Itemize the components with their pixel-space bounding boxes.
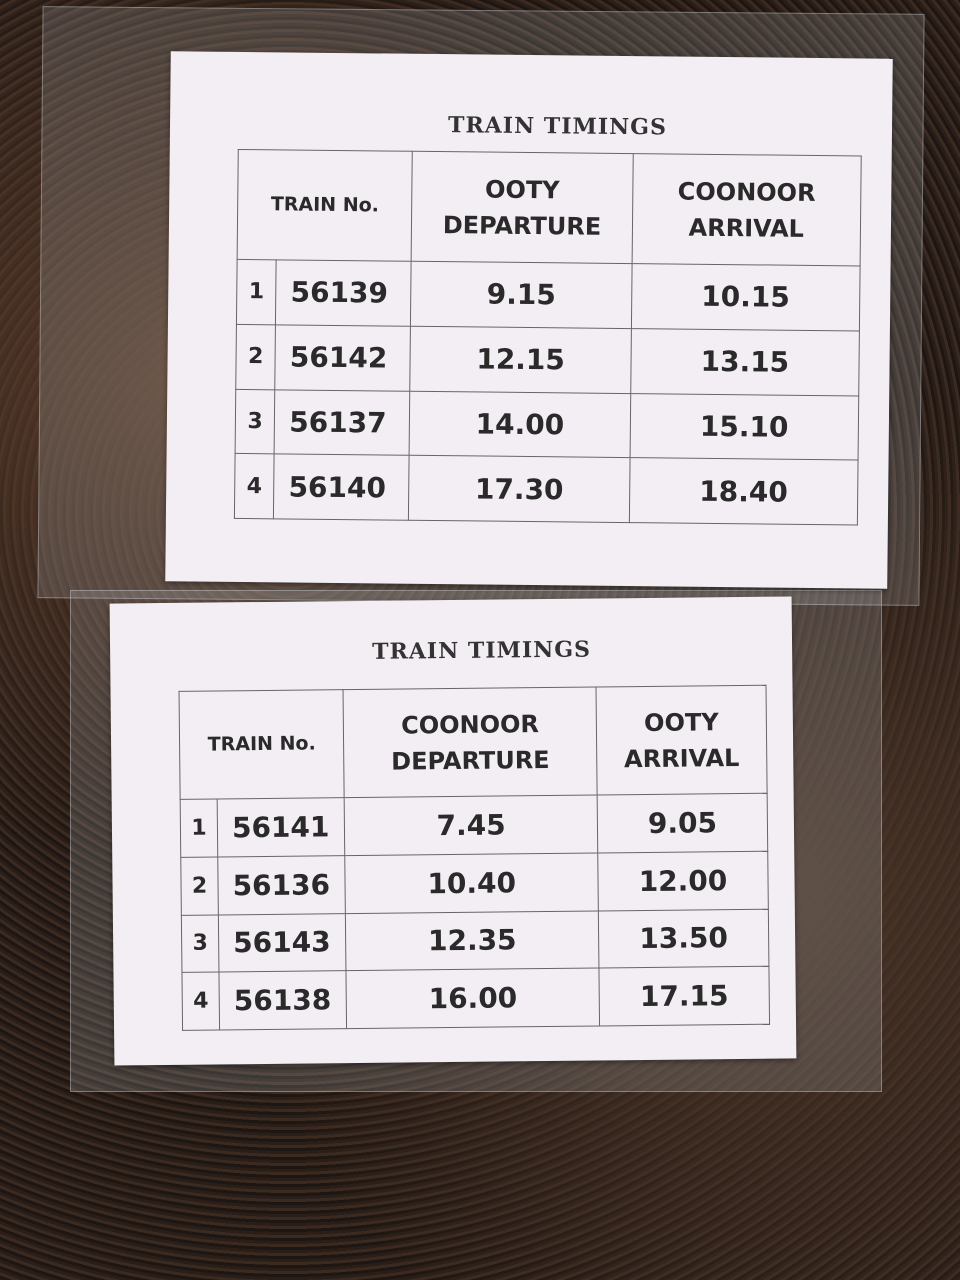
timetable-sheet-ooty-to-coonoor: TRAIN TIMINGS TRAIN No. OOTY DEPARTURE COO… <box>165 51 893 589</box>
arrival-time: 18.40 <box>628 457 859 525</box>
timetable: TRAIN No. COONOOR DEPARTURE OOTY ARRIVAL 1 5… <box>179 685 771 1031</box>
train-number: 56140 <box>273 454 410 521</box>
table-row: 1 56139 9.15 10.15 <box>236 259 861 331</box>
train-number-header: TRAIN No. <box>237 149 413 262</box>
departure-time: 9.15 <box>410 261 632 329</box>
departure-time: 12.35 <box>345 910 599 971</box>
departure-time: 12.15 <box>410 326 632 394</box>
sheet-title: TRAIN TIMINGS <box>371 636 592 665</box>
train-number: 56141 <box>217 797 346 857</box>
row-index: 2 <box>235 324 276 390</box>
train-number: 56142 <box>275 324 411 391</box>
table-row: 2 56136 10.40 12.00 <box>180 850 769 915</box>
table-row: 4 56138 16.00 17.15 <box>181 966 770 1031</box>
table-row: 2 56142 12.15 13.15 <box>235 324 860 396</box>
departure-time: 10.40 <box>345 852 599 914</box>
departure-time: 7.45 <box>344 794 598 856</box>
table-row: 3 56143 12.35 13.50 <box>181 908 769 973</box>
arrival-time: 17.15 <box>598 966 770 1026</box>
arrival-time: 9.05 <box>597 793 768 853</box>
arrival-time: 13.50 <box>598 908 769 969</box>
train-number: 56139 <box>275 259 412 327</box>
row-index: 1 <box>180 798 218 858</box>
timetable: TRAIN No. OOTY DEPARTURE COONOOR ARRIVAL 1 5… <box>234 149 862 526</box>
table-row: 4 56140 17.30 18.40 <box>234 453 859 525</box>
train-number: 56143 <box>218 913 347 973</box>
table-row: 1 56141 7.45 9.05 <box>180 793 768 858</box>
arrival-time: 12.00 <box>597 850 769 911</box>
departure-header: OOTY DEPARTURE <box>411 151 633 264</box>
row-index: 1 <box>236 259 277 325</box>
train-number-header: TRAIN No. <box>179 689 345 800</box>
row-index: 3 <box>235 388 276 455</box>
arrival-time: 10.15 <box>631 263 861 331</box>
sheet-title: TRAIN TIMINGS <box>447 112 668 141</box>
arrival-header: COONOOR ARRIVAL <box>631 153 862 266</box>
row-index: 2 <box>180 856 219 915</box>
arrival-time: 15.10 <box>629 393 859 461</box>
row-index: 3 <box>181 914 219 973</box>
departure-header: COONOOR DEPARTURE <box>343 686 598 798</box>
arrival-time: 13.15 <box>630 328 860 396</box>
departure-time: 16.00 <box>346 968 600 1029</box>
departure-time: 17.30 <box>408 455 630 523</box>
train-number: 56136 <box>217 855 346 915</box>
table-row: 3 56137 14.00 15.10 <box>235 388 859 461</box>
departure-time: 14.00 <box>409 390 631 458</box>
row-index: 4 <box>234 453 275 519</box>
arrival-header: OOTY ARRIVAL <box>595 685 768 795</box>
train-number: 56137 <box>274 389 411 456</box>
timetable-sheet-coonoor-to-ooty: TRAIN TIMINGS TRAIN No. COONOOR DEPARTURE… <box>109 596 797 1066</box>
row-index: 4 <box>181 972 220 1031</box>
train-number: 56138 <box>218 970 347 1030</box>
